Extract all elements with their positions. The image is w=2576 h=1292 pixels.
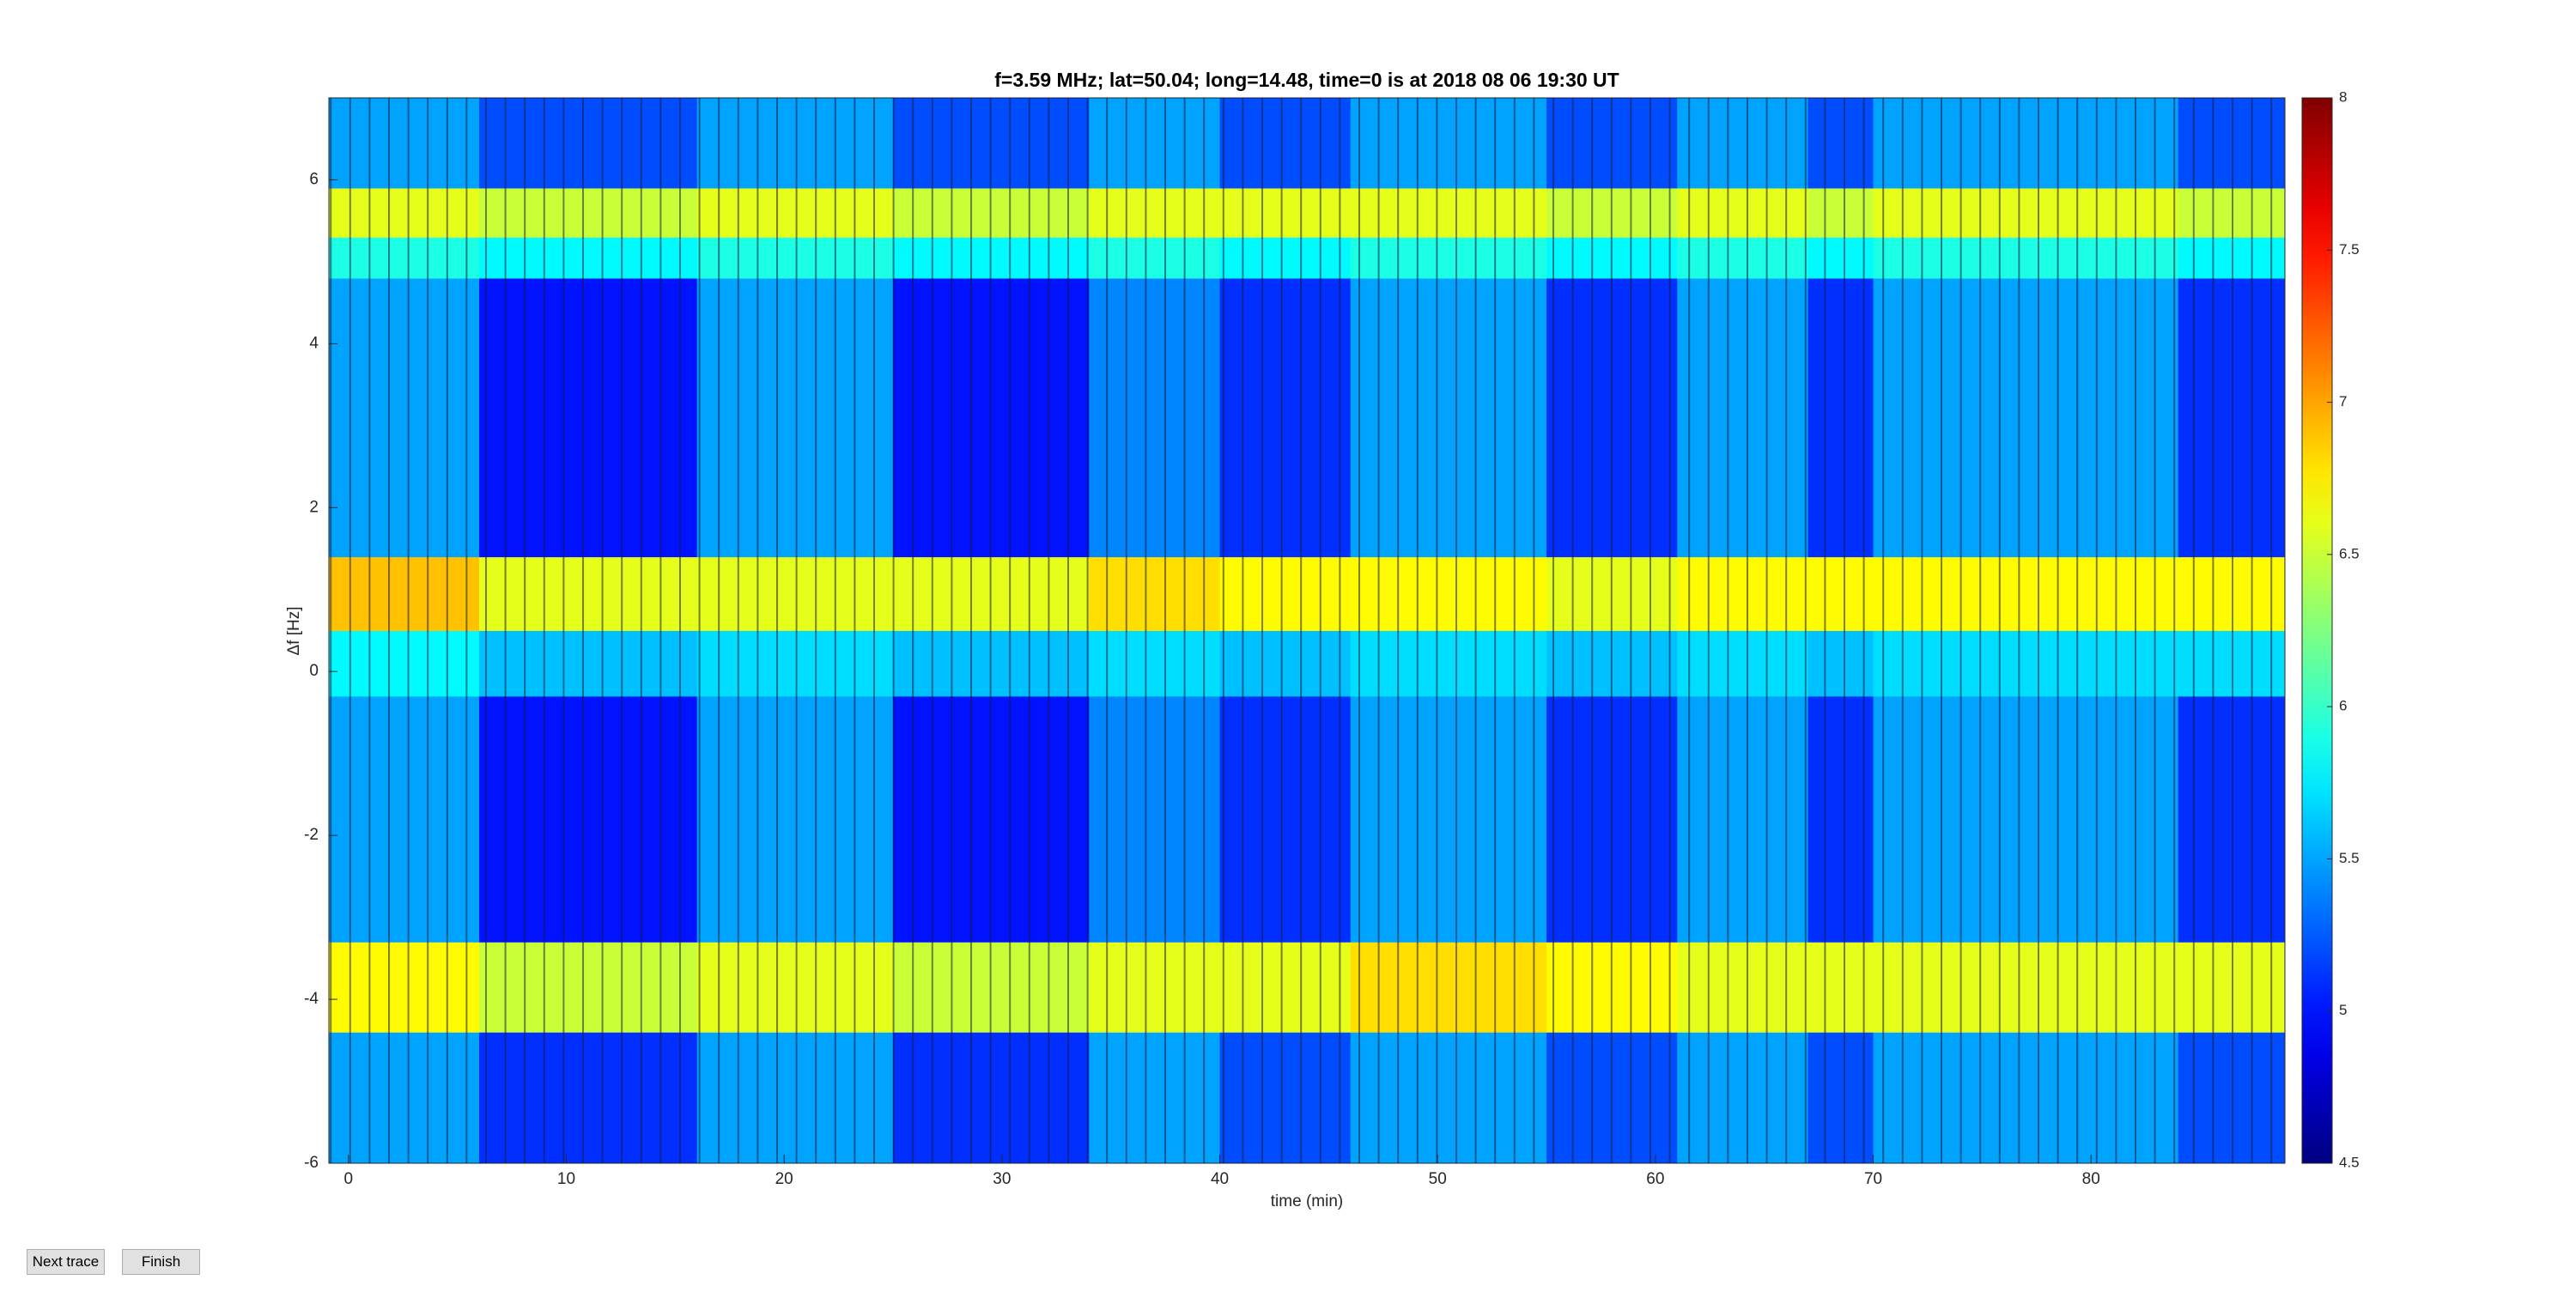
y-tick-label: 6: [309, 170, 319, 188]
y-tick-label: 2: [309, 498, 319, 516]
colorbar-tick-label: 6.5: [2339, 545, 2360, 561]
x-tick-label: 80: [2082, 1170, 2100, 1188]
colorbar-tick-label: 7: [2339, 393, 2347, 409]
colorbar-tick-label: 7.5: [2339, 241, 2360, 258]
next-trace-button[interactable]: Next trace: [27, 1249, 105, 1275]
chart-title: f=3.59 MHz; lat=50.04; long=14.48, time=…: [994, 69, 1619, 91]
finish-button[interactable]: Finish: [122, 1249, 200, 1275]
x-tick-label: 50: [1429, 1170, 1447, 1188]
colorbar-tick-label: 6: [2339, 698, 2347, 714]
y-tick-label: -4: [304, 990, 319, 1008]
x-tick-label: 70: [1864, 1170, 1882, 1188]
x-tick-label: 20: [775, 1170, 793, 1188]
x-tick-label: 40: [1211, 1170, 1229, 1188]
y-tick-label: 4: [309, 334, 319, 352]
colorbar-tick-label: 5.5: [2339, 850, 2360, 866]
y-tick-label: 0: [309, 662, 319, 680]
plot-frame: [328, 97, 2286, 1164]
x-tick-label: 10: [557, 1170, 575, 1188]
x-tick-label: 30: [993, 1170, 1011, 1188]
colorbar: [2301, 97, 2333, 1164]
x-tick-label: 0: [344, 1170, 354, 1188]
y-tick-label: -2: [304, 826, 319, 844]
stripe-overlay: [329, 98, 2285, 1163]
x-tick-label: 60: [1646, 1170, 1664, 1188]
y-axis-label: Δf [Hz]: [285, 606, 303, 655]
colorbar-tick-label: 5: [2339, 1002, 2347, 1018]
y-tick-label: -6: [304, 1154, 319, 1172]
colorbar-tick-label: 4.5: [2339, 1154, 2360, 1170]
colorbar-tick-label: 8: [2339, 88, 2347, 105]
figure: f=3.59 MHz; lat=50.04; long=14.48, time=…: [285, 69, 2360, 1210]
x-axis-label: time (min): [1271, 1192, 1343, 1210]
